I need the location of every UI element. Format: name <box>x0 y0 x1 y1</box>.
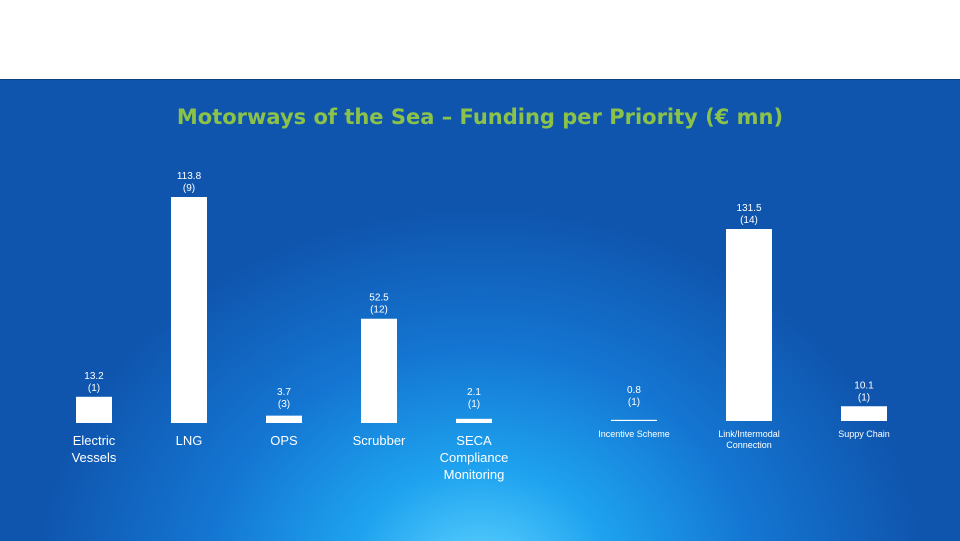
data-label: (1) <box>468 399 480 410</box>
data-label: (9) <box>183 183 195 194</box>
category-label: Vessels <box>72 450 117 465</box>
category-label: Monitoring <box>444 467 505 482</box>
data-label: 2.1 <box>467 387 481 398</box>
category-label: Scrubber <box>353 433 406 448</box>
data-label: 3.7 <box>277 387 291 398</box>
category-label: Incentive Scheme <box>598 429 670 439</box>
category-label: Compliance <box>440 450 509 465</box>
category-label: Connection <box>726 440 772 450</box>
bar <box>266 415 302 423</box>
bar <box>611 419 657 421</box>
data-label: 10.1 <box>854 380 874 391</box>
bar <box>76 396 112 423</box>
data-label: (12) <box>370 305 388 316</box>
data-label: (1) <box>858 392 870 403</box>
data-label: (3) <box>278 399 290 410</box>
bar <box>456 418 492 423</box>
data-label: 0.8 <box>627 385 641 396</box>
category-label: Link/Intermodal <box>718 429 780 439</box>
chart-title: Motorways of the Sea – Funding per Prior… <box>176 105 784 129</box>
data-label: (1) <box>628 397 640 408</box>
slide-background <box>0 79 960 541</box>
category-label: LNG <box>176 433 203 448</box>
category-label: Suppy Chain <box>838 429 890 439</box>
data-label: 13.2 <box>84 371 104 382</box>
bar <box>841 406 887 421</box>
data-label: (1) <box>88 383 100 394</box>
bar <box>361 318 397 423</box>
data-label: 131.5 <box>736 203 761 214</box>
category-label: OPS <box>270 433 298 448</box>
data-label: 52.5 <box>369 293 389 304</box>
category-label: Electric <box>73 433 116 448</box>
bar <box>726 229 772 421</box>
data-label: 113.8 <box>177 171 202 182</box>
category-label: SECA <box>456 433 492 448</box>
bar <box>171 197 207 423</box>
data-label: (14) <box>740 215 758 226</box>
